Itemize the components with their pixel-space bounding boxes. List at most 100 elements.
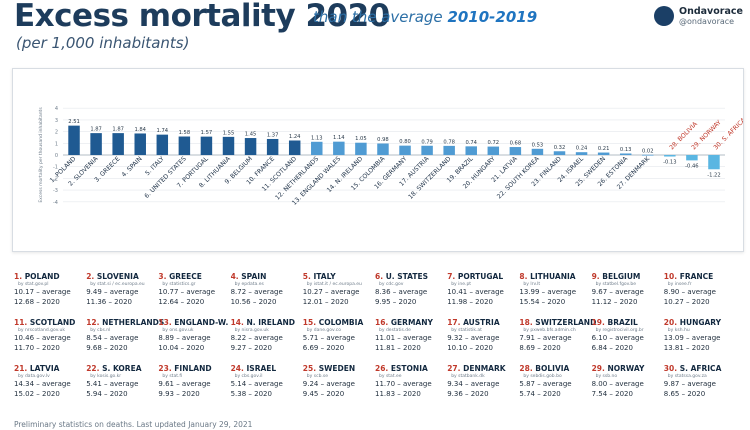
country-name: 27. DENMARK xyxy=(447,364,505,373)
bar xyxy=(134,133,146,155)
country-2020: 9.93 – 2020 xyxy=(158,390,200,398)
country-average: 9.87 – average xyxy=(663,380,716,388)
bar xyxy=(112,133,124,155)
country-source: by dane.gov.co xyxy=(306,328,341,333)
country-rank: 12. xyxy=(86,318,103,327)
country-rank: 2. xyxy=(86,272,97,281)
data-label: 1.14 xyxy=(333,135,345,141)
bar xyxy=(178,136,191,155)
y-tick-label: -4 xyxy=(53,200,58,206)
country-average: 8.72 – average xyxy=(230,288,283,296)
data-label: 1.37 xyxy=(267,132,279,138)
country-rank: 4. xyxy=(230,272,242,281)
country-2020: 9.68 – 2020 xyxy=(86,344,128,352)
country-name: 12. NETHERLANDS xyxy=(86,318,164,327)
country-label: SCOTLAND xyxy=(29,318,76,327)
country-2020: 10.56 – 2020 xyxy=(230,298,277,306)
y-tick-label: 1 xyxy=(55,141,58,147)
country-label: NORWAY xyxy=(607,364,645,373)
country-name: 18. SWITZERLAND xyxy=(519,318,596,327)
country-label: FRANCE xyxy=(679,272,714,281)
country-label: SWEDEN xyxy=(318,364,356,373)
bar xyxy=(575,152,588,155)
country-name: 6. U. STATES xyxy=(375,272,428,281)
bar xyxy=(443,145,455,155)
country-source: by stat.si / ec.europa.eu xyxy=(90,282,145,287)
country-average: 9.24 – average xyxy=(302,380,355,388)
country-card: 8. LITHUANIA by lrv.lt 13.99 – average 15.5… xyxy=(519,272,589,318)
country-grid: 1. POLAND by stat.gov.pl 10.17 – average 12… xyxy=(14,272,740,412)
data-label: 0.21 xyxy=(598,146,610,152)
country-rank: 20. xyxy=(663,318,680,327)
country-average: 5.71 – average xyxy=(302,334,355,342)
country-name: 16. GERMANY xyxy=(375,318,433,327)
bar xyxy=(377,143,389,155)
country-2020: 11.36 – 2020 xyxy=(86,298,132,306)
brand-block[interactable]: Ondavorace @ondavorace xyxy=(654,4,744,34)
country-rank: 29. xyxy=(591,364,608,373)
country-2020: 11.98 – 2020 xyxy=(447,298,493,306)
bar xyxy=(156,134,169,155)
data-label: 1.55 xyxy=(223,130,235,136)
country-name: 10. FRANCE xyxy=(664,272,714,281)
country-average: 10.17 – average xyxy=(14,288,71,296)
country-rank: 5. xyxy=(302,272,314,281)
country-source: by kosis.go.kr xyxy=(90,374,122,379)
country-2020: 12.01 – 2020 xyxy=(302,298,349,306)
data-label: 1.74 xyxy=(157,128,169,134)
country-2020: 6.69 – 2020 xyxy=(302,344,345,352)
brand-handle: @ondavorace xyxy=(679,17,735,26)
data-label: 0.24 xyxy=(576,146,588,152)
data-label: 1.45 xyxy=(245,132,257,138)
country-source: by statbank.dk xyxy=(451,374,485,379)
country-source: by ons.gov.uk xyxy=(162,328,194,333)
data-label: -0.46 xyxy=(685,163,698,169)
country-2020: 5.38 – 2020 xyxy=(230,390,272,398)
country-name: 3. GREECE xyxy=(158,272,202,281)
data-label: 1.05 xyxy=(355,136,367,142)
country-2020: 6.84 – 2020 xyxy=(591,344,633,352)
country-average: 10.41 – average xyxy=(447,288,504,296)
country-name: 22. S. KOREA xyxy=(86,364,141,373)
country-average: 10.27 – average xyxy=(302,288,360,296)
chart-subtitle: (per 1,000 inhabitants) xyxy=(16,34,190,52)
bar xyxy=(399,145,411,155)
country-2020: 11.83 – 2020 xyxy=(375,390,421,398)
country-card: 4. SPAIN by epdata.es 8.72 – average 10.56 … xyxy=(231,272,301,318)
country-card: 10. FRANCE by insee.fr 8.90 – average 10.27… xyxy=(664,272,734,318)
country-card: 24. ISRAEL by cbs.gov.il 5.14 – average 5.3… xyxy=(231,364,301,410)
data-label: 1.87 xyxy=(90,127,102,133)
country-average: 10.77 – average xyxy=(158,288,216,296)
country-source: by statssa.gov.za xyxy=(667,374,707,379)
country-card: 16. GERMANY by destatis.de 11.01 – average… xyxy=(375,318,445,364)
country-average: 13.99 – average xyxy=(519,288,577,296)
country-average: 8.89 – average xyxy=(158,334,211,342)
country-source: by ksh.hu xyxy=(667,328,690,333)
country-name: 19. BRAZIL xyxy=(592,318,638,327)
country-rank: 25. xyxy=(302,364,319,373)
footer-note: Preliminary statistics on deaths. Last u… xyxy=(14,420,253,429)
country-name: 15. COLOMBIA xyxy=(303,318,363,327)
country-rank: 27. xyxy=(447,364,464,373)
country-label: PORTUGAL xyxy=(457,272,504,281)
country-rank: 24. xyxy=(230,364,247,373)
country-name: 7. PORTUGAL xyxy=(447,272,503,281)
country-card: 30. S. AFRICA by statssa.gov.za 9.87 – ave… xyxy=(664,364,734,410)
country-average: 9.67 – average xyxy=(591,288,644,296)
country-rank: 10. xyxy=(663,272,680,281)
country-average: 8.22 – average xyxy=(230,334,283,342)
country-name: 25. SWEDEN xyxy=(303,364,355,373)
country-card: 28. BOLIVIA by sebdis.gob.bo 5.87 – averag… xyxy=(519,364,589,410)
country-card: 13. ENGLAND-W. by ons.gov.uk 8.89 – averag… xyxy=(158,318,228,364)
data-label: 0.13 xyxy=(620,147,632,153)
bar xyxy=(642,154,654,156)
data-label: 0.78 xyxy=(443,139,455,145)
country-rank: 21. xyxy=(14,364,30,373)
country-name: 1. POLAND xyxy=(14,272,60,281)
country-2020: 15.02 – 2020 xyxy=(14,390,60,398)
data-label: 0.98 xyxy=(377,137,389,143)
bar-chart: -4 -3 -2 -1 0 1 2 3 4 Excess mortality per thousa… xyxy=(38,106,743,207)
country-source: by destatis.de xyxy=(379,328,411,333)
country-card: 23. FINLAND by stat.fi 9.61 – average 9.93 … xyxy=(158,364,228,410)
country-source: by pxweb.bfs.admin.ch xyxy=(523,328,576,333)
